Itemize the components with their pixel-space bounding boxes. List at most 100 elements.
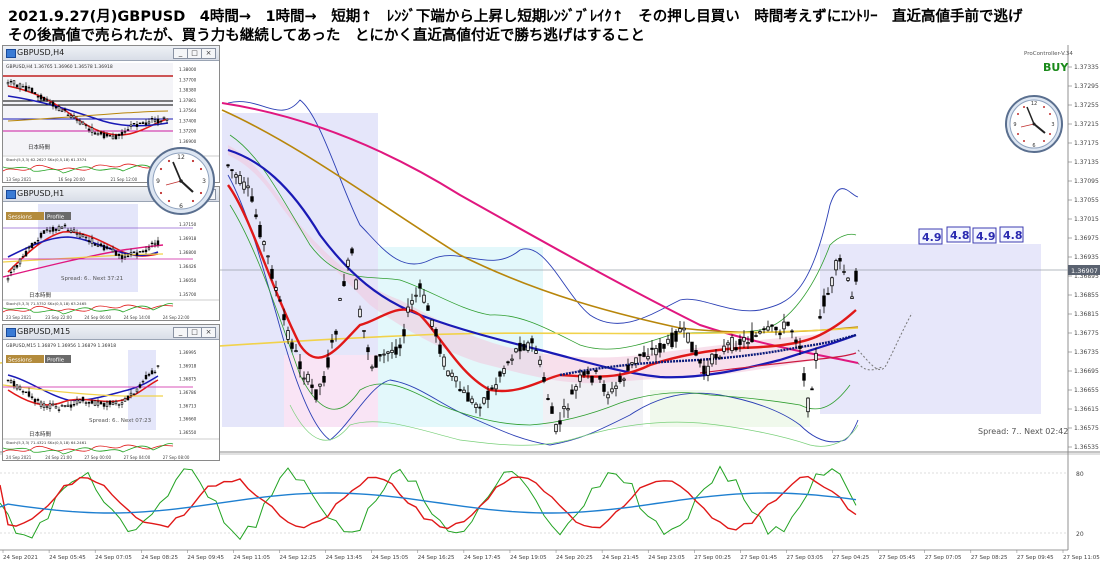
window-titlebar[interactable]: GBPUSD,M15 _ □ × bbox=[3, 325, 219, 340]
minimize-button[interactable]: _ bbox=[173, 327, 188, 338]
time-tick-label: 24 Sep 13:45 bbox=[326, 555, 363, 561]
candle-body bbox=[662, 343, 666, 349]
candle-body bbox=[546, 398, 550, 400]
candle-body bbox=[93, 243, 97, 246]
candle-body bbox=[150, 242, 154, 245]
ma-red bbox=[227, 184, 857, 393]
maximize-button[interactable]: □ bbox=[187, 327, 202, 338]
candle-body bbox=[48, 230, 52, 232]
time-tick-label: 21 Sep 12:00 bbox=[111, 177, 138, 182]
candle-body bbox=[84, 402, 88, 404]
candle-body bbox=[626, 365, 630, 371]
candle-body bbox=[24, 250, 28, 257]
candle-body bbox=[482, 397, 486, 404]
candle-body bbox=[242, 181, 246, 190]
candle-body bbox=[330, 339, 334, 343]
ma-magenta bbox=[221, 102, 859, 364]
candle-body bbox=[141, 122, 145, 124]
price-tick-label: 1.36918 bbox=[179, 363, 197, 368]
svg-text:3: 3 bbox=[202, 178, 206, 185]
price-tick-label: 1.37095 bbox=[1074, 178, 1099, 185]
candle-body bbox=[39, 94, 43, 100]
value-box: 4.8 bbox=[999, 226, 1024, 243]
indicator-name: ProController-V.34 bbox=[1024, 51, 1073, 57]
candle-body bbox=[129, 124, 133, 127]
candle-body bbox=[342, 281, 346, 287]
candle-body bbox=[63, 224, 67, 227]
sessions-button[interactable]: Sessions bbox=[8, 215, 32, 221]
window-titlebar[interactable]: GBPUSD,H4 _ □ × bbox=[3, 46, 219, 61]
candle-body bbox=[156, 240, 160, 245]
chart-window-m15[interactable]: GBPUSD,M15 _ □ × GBPUSD,M15 1.36879 1.36… bbox=[2, 324, 220, 461]
price-tick-label: 1.36935 bbox=[1074, 254, 1099, 261]
candle-body bbox=[54, 406, 58, 409]
candle-body bbox=[99, 243, 103, 247]
time-tick-label: 27 Sep 04:00 bbox=[124, 455, 151, 460]
time-tick-label: 24 Sep 22:00 bbox=[163, 315, 190, 320]
candle-body bbox=[57, 409, 61, 411]
svg-text:6: 6 bbox=[1032, 143, 1035, 149]
candle-body bbox=[374, 355, 378, 368]
candle-body bbox=[466, 392, 470, 402]
profile-button[interactable]: Profile bbox=[47, 358, 65, 364]
mini-chart-m15[interactable]: GBPUSD,M15 1.36879 1.36956 1.36879 1.369… bbox=[3, 340, 219, 461]
candle-body bbox=[108, 247, 112, 250]
candle-body bbox=[9, 271, 13, 274]
oscillator-blue bbox=[0, 492, 857, 514]
clock-icon: 12 3 6 9 bbox=[1005, 95, 1063, 153]
profile-button[interactable]: Profile bbox=[47, 215, 65, 221]
candle-body bbox=[162, 116, 166, 119]
ma-ribbon bbox=[228, 145, 830, 384]
mini-chart-h4[interactable]: GBPUSD,H4 1.36765 1.36960 1.36578 1.3691… bbox=[3, 61, 219, 183]
candle-body bbox=[120, 131, 124, 136]
time-tick-label: 27 Sep 00:00 bbox=[84, 455, 111, 460]
candle-body bbox=[622, 378, 626, 381]
time-tick-label: 24 Sep 19:05 bbox=[510, 555, 547, 561]
candle-body bbox=[84, 236, 88, 239]
candle-body bbox=[18, 386, 22, 390]
price-tick-label: 1.36786 bbox=[179, 390, 197, 395]
price-tick-label: 1.35700 bbox=[179, 292, 197, 297]
mini-chart-h1[interactable]: Sessions Profile Spread: 6.. Next 37:21 … bbox=[3, 202, 219, 321]
candle-body bbox=[144, 374, 148, 380]
candle-body bbox=[39, 232, 43, 238]
main-chart[interactable]: 1.37335 1.37295 1.37255 1.37215 1.37175 1.371… bbox=[0, 45, 1100, 564]
price-tick-label: 1.38000 bbox=[179, 67, 197, 72]
candle-body bbox=[132, 393, 136, 396]
candle-body bbox=[111, 135, 115, 140]
time-tick-label: 24 Sep 11:05 bbox=[233, 555, 270, 561]
candle-body bbox=[654, 348, 658, 356]
candle-body bbox=[558, 420, 562, 425]
candle-body bbox=[54, 106, 58, 109]
osc-label: Stoch(5,3,3) 71.5752 SKx(0,5,18) 63.2465 bbox=[6, 301, 87, 306]
close-button[interactable]: × bbox=[201, 48, 216, 59]
sessions-button[interactable]: Sessions bbox=[8, 358, 32, 364]
candle-body bbox=[93, 400, 97, 406]
price-tick-label: 1.37255 bbox=[1074, 102, 1099, 109]
svg-text:9: 9 bbox=[1013, 122, 1016, 128]
candle-body bbox=[362, 330, 366, 332]
minimize-button[interactable]: _ bbox=[173, 48, 188, 59]
candle-body bbox=[438, 344, 442, 354]
svg-text:12: 12 bbox=[177, 154, 185, 161]
maximize-button[interactable]: □ bbox=[187, 48, 202, 59]
candle-body bbox=[678, 328, 682, 333]
price-tick-label: 1.38380 bbox=[179, 88, 197, 93]
time-tick-label: 24 Sep 23:05 bbox=[648, 555, 685, 561]
candle-body bbox=[798, 345, 802, 349]
candle-body bbox=[117, 133, 121, 136]
candle-body bbox=[262, 241, 266, 246]
candle-body bbox=[310, 384, 314, 388]
candle-body bbox=[806, 397, 810, 413]
candle-body bbox=[630, 362, 634, 365]
candle-body bbox=[234, 174, 238, 178]
price-tick-label: 1.36815 bbox=[1074, 311, 1099, 318]
candle-body bbox=[111, 402, 115, 405]
candle-body bbox=[153, 371, 157, 374]
candle-body bbox=[534, 350, 538, 354]
candle-body bbox=[150, 117, 154, 120]
close-button[interactable]: × bbox=[201, 327, 216, 338]
candle-body bbox=[63, 405, 67, 407]
band-outer-lower bbox=[289, 404, 859, 447]
candle-body bbox=[135, 123, 139, 127]
